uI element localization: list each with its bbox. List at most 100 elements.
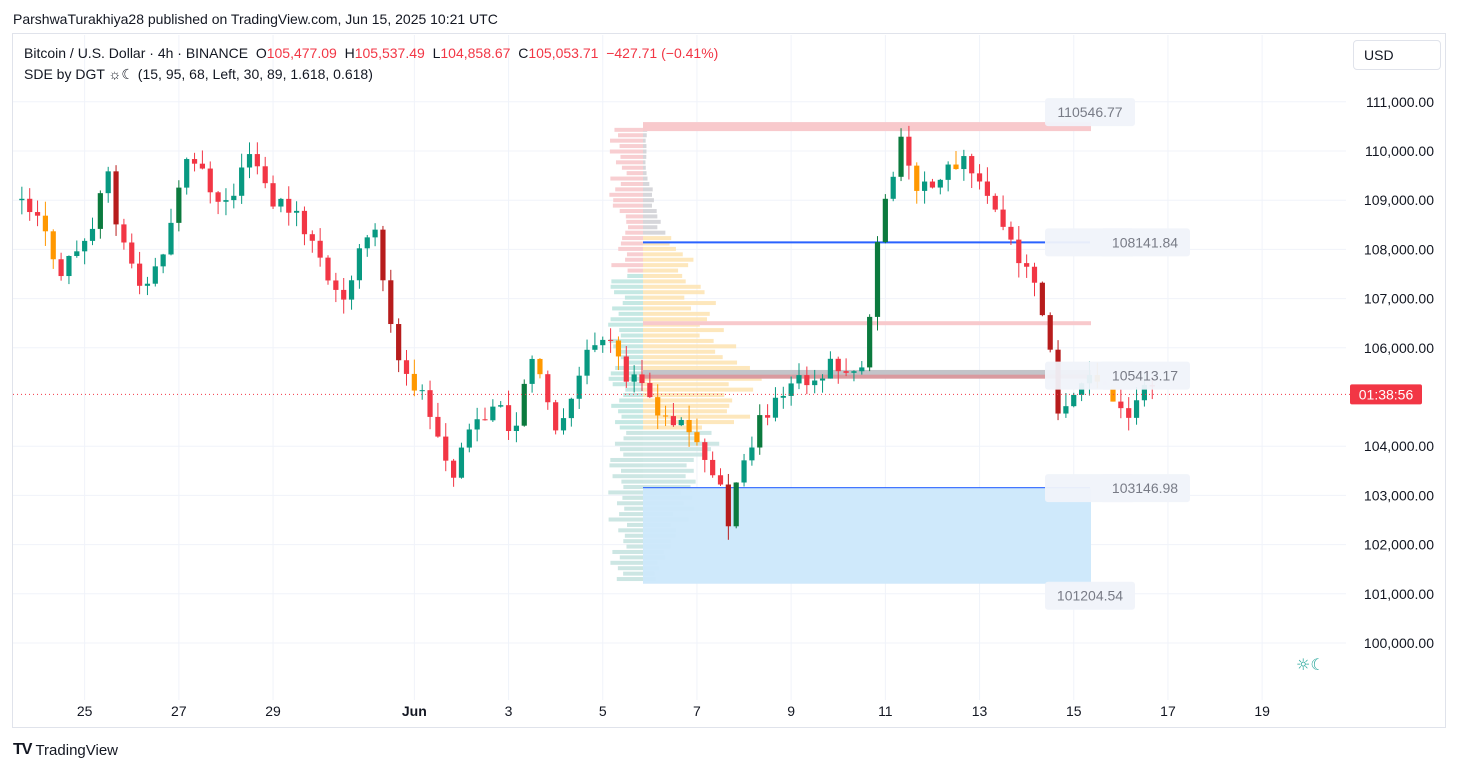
- candle-body: [898, 136, 904, 177]
- candle-body: [443, 436, 449, 461]
- demand-zone: [643, 488, 1091, 584]
- candle-body: [50, 231, 56, 260]
- candle-body: [199, 163, 205, 169]
- level-label: 108141.84: [1112, 234, 1178, 250]
- candle-body: [592, 345, 598, 350]
- candle-body: [953, 164, 959, 170]
- candle-body: [356, 248, 362, 281]
- candle-body: [1008, 226, 1014, 240]
- x-tick-label: 5: [599, 703, 607, 719]
- candle-body: [874, 242, 881, 317]
- candle-body: [333, 280, 339, 290]
- level-label: 110546.77: [1057, 104, 1122, 120]
- candle-body: [364, 237, 370, 249]
- y-tick-label: 111,000.00: [1366, 94, 1434, 110]
- candle-body: [239, 167, 245, 196]
- countdown-text: 01:38:56: [1359, 386, 1414, 402]
- candle-body: [254, 154, 260, 167]
- level-label: 105413.17: [1112, 368, 1178, 384]
- symbol-legend[interactable]: Bitcoin / U.S. Dollar · 4h · BINANCE O10…: [24, 45, 718, 61]
- candle-body: [741, 460, 747, 483]
- candle-body: [82, 240, 88, 252]
- candle-body: [623, 356, 629, 382]
- symbol-name: Bitcoin / U.S. Dollar · 4h · BINANCE: [24, 45, 249, 61]
- x-tick-label: 11: [878, 703, 893, 719]
- candle-body: [207, 168, 213, 193]
- price-axis[interactable]: 100,000.00 101,000.00 102,000.00 103,000.00…: [1364, 94, 1434, 651]
- candle-body: [710, 459, 716, 476]
- candle-body: [419, 390, 425, 392]
- candle-body: [113, 171, 119, 225]
- candle-body: [545, 374, 551, 403]
- level-label-box: [1045, 98, 1135, 127]
- sun-moon-icon: ☼☾: [1296, 655, 1325, 674]
- candle-body: [976, 173, 983, 182]
- x-tick-label: 19: [1254, 703, 1270, 719]
- tradingview-logo[interactable]: TV TradingView: [13, 741, 118, 759]
- x-tick-label: 29: [265, 703, 281, 719]
- y-tick-label: 107,000.00: [1364, 291, 1434, 307]
- level-label-box: [1100, 228, 1190, 257]
- candles: [19, 125, 1155, 540]
- candle-body: [882, 198, 888, 243]
- level-label: 101204.54: [1057, 588, 1123, 604]
- candle-body: [851, 371, 857, 373]
- candle-body: [317, 240, 323, 258]
- candle-body: [1118, 401, 1124, 409]
- candle-body: [937, 179, 943, 188]
- candle-body: [246, 154, 253, 168]
- candle-body: [788, 383, 794, 396]
- candle-body: [411, 373, 417, 391]
- candle-body: [1110, 385, 1116, 402]
- candle-body: [1133, 400, 1140, 418]
- candle-body: [662, 415, 669, 417]
- candle-body: [984, 181, 990, 196]
- candle-body: [992, 195, 998, 210]
- candle-body: [780, 395, 786, 398]
- candle-body: [914, 165, 920, 191]
- y-tick-label: 108,000.00: [1364, 241, 1434, 257]
- x-tick-label: 25: [77, 703, 93, 719]
- candle-body: [906, 136, 912, 166]
- candle-body: [137, 263, 143, 286]
- candle-body: [184, 159, 190, 188]
- candle-body: [1071, 394, 1077, 407]
- candle-body: [278, 198, 284, 207]
- candle-body: [843, 371, 849, 373]
- candle-body: [160, 254, 166, 267]
- candle-body: [505, 405, 512, 432]
- candle-body: [129, 242, 135, 264]
- candle-body: [223, 200, 229, 202]
- low-value: 104,858.67: [440, 45, 511, 61]
- candle-body: [231, 195, 237, 201]
- y-tick-label: 104,000.00: [1364, 438, 1434, 454]
- candle-body: [1047, 315, 1053, 350]
- candle-body: [1016, 239, 1022, 264]
- low-label: L: [432, 45, 441, 61]
- y-tick-label: 109,000.00: [1364, 192, 1434, 208]
- time-axis[interactable]: 25 27 29 Jun 3 5 7 9 11 13 15 17 19: [77, 703, 1270, 719]
- candle-body: [568, 398, 574, 419]
- candle-body: [694, 432, 700, 443]
- candle-body: [757, 415, 763, 448]
- candle-body: [945, 164, 951, 180]
- pink-zone: [643, 321, 1091, 326]
- candle-body: [498, 405, 504, 407]
- candle-body: [74, 251, 80, 256]
- x-tick-label: 13: [972, 703, 988, 719]
- currency-button[interactable]: USD: [1353, 40, 1441, 70]
- candle-body: [827, 358, 833, 379]
- candle-body: [396, 324, 402, 361]
- x-tick-label: 7: [693, 703, 701, 719]
- chart-frame: [12, 33, 1446, 728]
- tradingview-logo-icon: TV: [13, 741, 32, 758]
- open-value: 105,477.09: [266, 45, 337, 61]
- candle-body: [890, 176, 896, 199]
- candle-body: [796, 375, 802, 384]
- candle-body: [835, 358, 841, 372]
- candle-body: [262, 166, 268, 184]
- indicator-legend[interactable]: SDE by DGT ☼☾ (15, 95, 68, Left, 30, 89,…: [24, 66, 373, 82]
- candle-body: [34, 212, 41, 216]
- candle-body: [608, 339, 614, 341]
